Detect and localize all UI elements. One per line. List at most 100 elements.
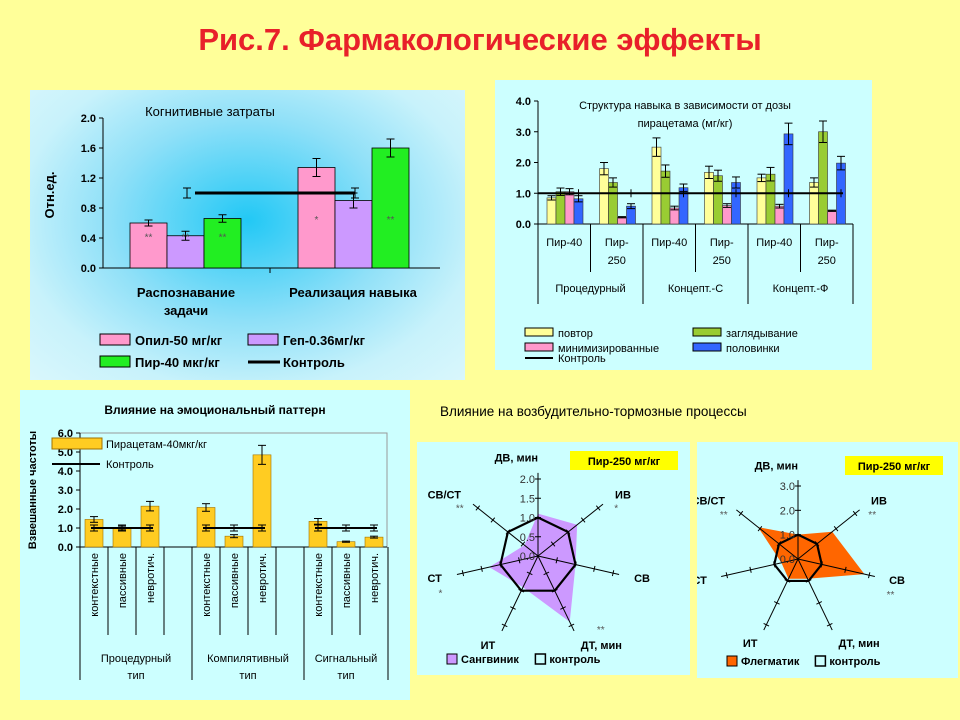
legend-swatch: [524, 327, 554, 337]
axis-label: ДВ, мин: [755, 461, 798, 473]
bar: [334, 200, 373, 269]
axis-tick: [844, 566, 847, 573]
r-tick-label: 0.0: [520, 551, 535, 563]
legend-label: контроль: [829, 656, 880, 668]
bar: [573, 198, 584, 225]
y-axis-label: Взвешанные частоты: [27, 431, 39, 549]
y-tick-label: 0.0: [58, 542, 73, 554]
axis-tick: [595, 505, 601, 511]
axis-label: СТ: [428, 573, 443, 585]
radial-axis: [797, 558, 875, 578]
bar: [608, 182, 618, 225]
r-tick-label: 3.0: [780, 481, 795, 493]
y-tick-label: 3.0: [58, 485, 73, 497]
legend-label: Флегматик: [741, 656, 800, 668]
legend-swatch: [99, 333, 131, 346]
legend-label: заглядывание: [726, 328, 798, 340]
slide-title: Рис.7. Фармакологические эффекты: [198, 22, 762, 57]
sanguine-radar-chart: ДВ, мин ИВ * СВ ДТ, мин ** ИТ СТ * СВ/СТ ** 0.0 0.5 1…: [417, 442, 690, 675]
radial-axis: [537, 503, 604, 557]
group-label: тип: [337, 670, 354, 682]
bar: [722, 205, 732, 225]
group-label: тип: [127, 670, 144, 682]
bar: [809, 182, 819, 225]
legend-label: Геп-0.36мг/кг: [283, 333, 366, 348]
bar: [297, 167, 336, 269]
category-label: Пир-: [710, 237, 734, 249]
axis-tick: [550, 541, 556, 547]
y-tick-label: 2.0: [516, 158, 531, 170]
axis-tick: [593, 565, 596, 572]
category-label: контекстные: [201, 553, 213, 617]
legend-swatch: [51, 437, 103, 450]
category-label: невротич.: [145, 553, 157, 603]
legend-swatch: [692, 342, 722, 352]
group-label: Процедурный: [101, 653, 171, 665]
phlegmatic-radar-chart: ДВ, мин ИВ ** СВ ** ДТ, мин ИТ СТ СВ/СТ ** 0.0 1.0 2…: [697, 442, 958, 678]
bar: [129, 222, 168, 269]
bar: [252, 454, 272, 548]
series-area: [489, 513, 578, 622]
legend-swatch: [446, 653, 458, 665]
axis-tick: [555, 557, 558, 564]
radial-axis: [721, 558, 799, 578]
significance-mark: **: [182, 232, 190, 243]
axis-tick: [510, 606, 516, 610]
axis-tick: [520, 541, 526, 547]
significance-mark: **: [720, 510, 728, 521]
category-label: невротич.: [369, 553, 381, 603]
category-label: Пир-40: [651, 237, 687, 249]
axis-tick: [763, 623, 770, 627]
radial-axis: [456, 555, 539, 575]
category-label: Пир-: [605, 237, 629, 249]
legend-swatch: [692, 327, 722, 337]
axis-tick: [725, 572, 728, 579]
r-tick-label: 2.0: [520, 474, 535, 486]
axis-tick: [833, 525, 839, 532]
y-tick-label: 4.0: [58, 466, 73, 478]
legend-swatch: [534, 653, 547, 665]
skill-structure-chart: Структура навыка в зависимости от дозы пи…: [495, 80, 872, 370]
axis-tick: [868, 572, 871, 579]
legend-label: Контроль: [558, 353, 606, 365]
significance-mark: **: [597, 625, 605, 636]
category-label: 250: [608, 255, 626, 267]
y-tick-label: 5.0: [58, 447, 73, 459]
bar: [818, 131, 828, 225]
y-tick-label: 0.0: [516, 219, 531, 231]
r-tick-label: 0.0: [780, 554, 795, 566]
axis-tick: [852, 510, 858, 517]
legend-swatch: [99, 355, 131, 368]
legend-label: повтор: [558, 328, 593, 340]
axis-tick: [518, 557, 521, 564]
axis-label: СТ: [697, 575, 707, 587]
category-label: пассивные: [341, 553, 353, 608]
axis-tick: [480, 565, 483, 572]
radar-section-title: Влияние на возбудительно-тормозные проце…: [440, 404, 747, 419]
bar: [599, 168, 609, 225]
category-label: Пир-40: [546, 237, 582, 249]
axis-tick: [826, 623, 833, 627]
significance-mark: *: [438, 588, 442, 599]
group-label: Компилятивный: [207, 653, 289, 665]
axis-tick: [475, 505, 481, 511]
bar: [546, 197, 557, 225]
category-label: Реализация навыка: [289, 285, 417, 300]
legend-label: Пир-40 мкг/кг: [135, 355, 220, 370]
axis-tick: [738, 510, 744, 517]
legend-label: Контроль: [106, 459, 154, 471]
category-label: невротич.: [257, 553, 269, 603]
y-tick-label: 6.0: [58, 428, 73, 440]
category-label: 250: [713, 255, 731, 267]
axis-tick: [501, 623, 508, 628]
group-label: Концепт.-С: [668, 283, 723, 295]
category-label: Пир-40: [756, 237, 792, 249]
legend-label: половинки: [726, 343, 780, 355]
cognitive-costs-chart: Когнитивные затраты Отн.ед. 0.0 0.4 0.8 1.2 1.…: [30, 90, 465, 380]
significance-mark: *: [614, 504, 618, 515]
legend-label: минимизированные: [558, 343, 659, 355]
y-tick-label: 4.0: [516, 96, 531, 108]
axis-label: СВ/СТ: [428, 490, 462, 502]
legend-label: Опил-50 мг/кг: [135, 333, 223, 348]
bar: [651, 146, 662, 225]
